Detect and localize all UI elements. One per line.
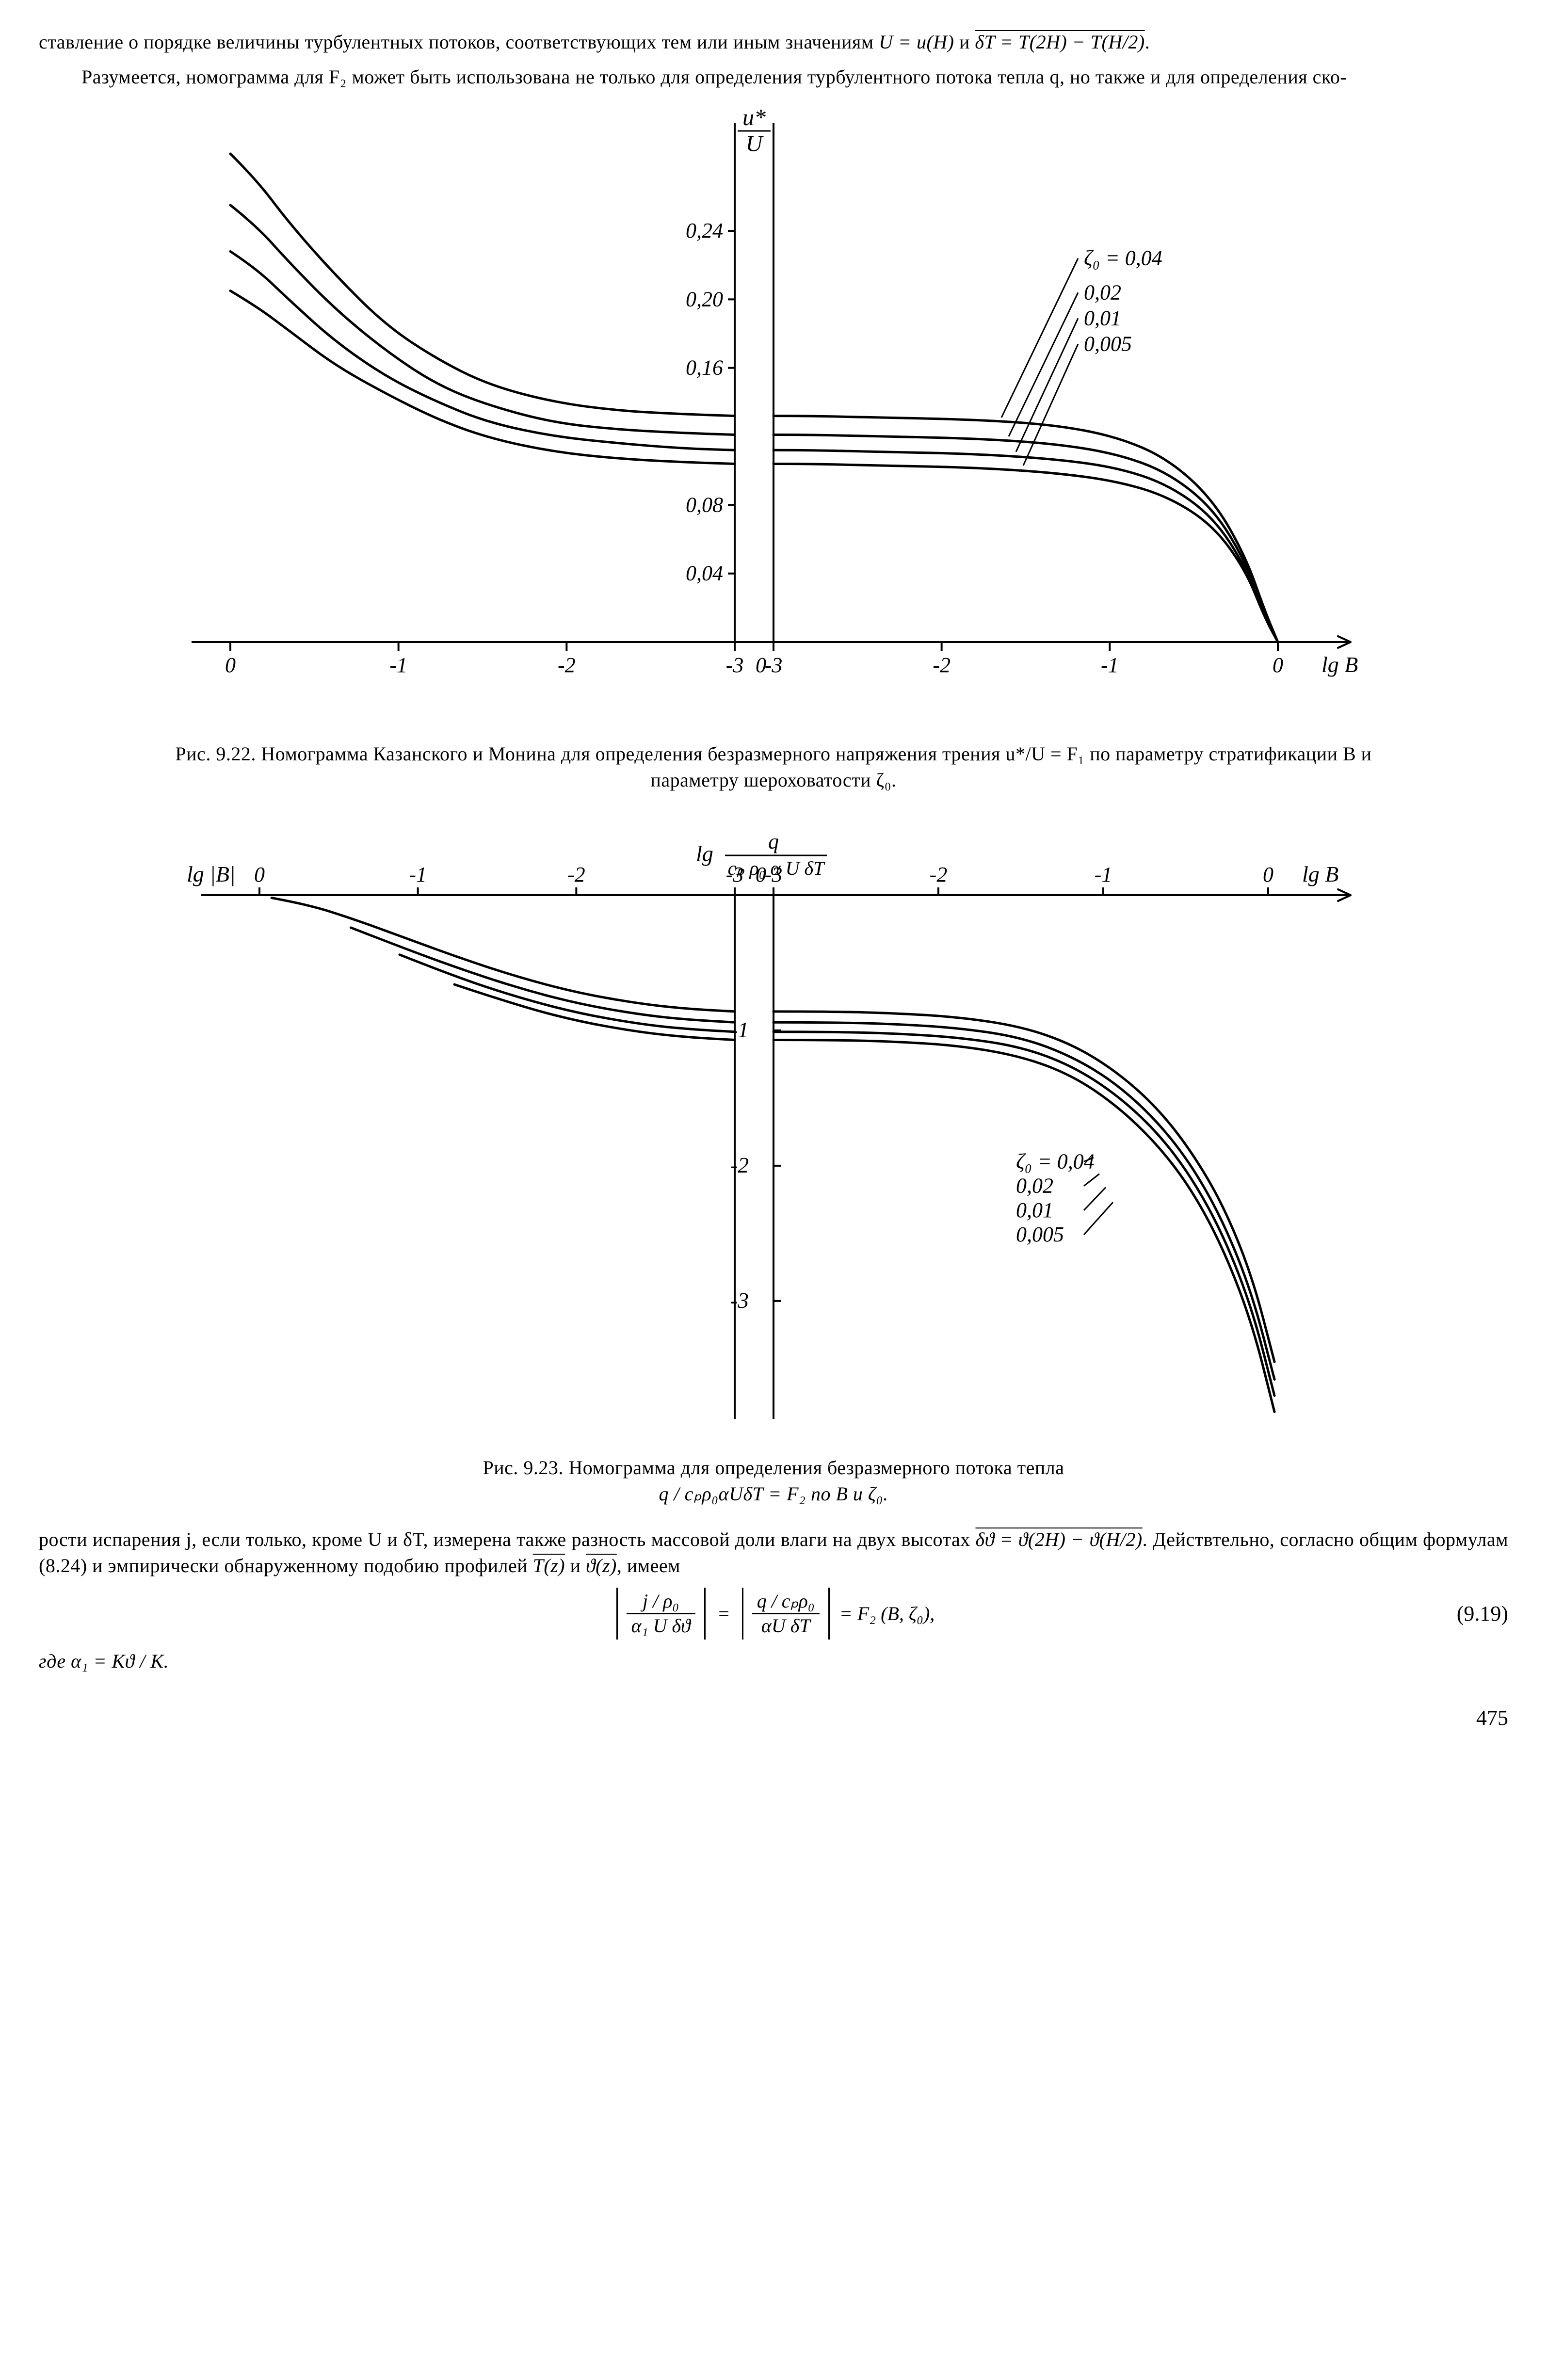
inline-eq-2: δT = T(2H) − T(H/2) [975,31,1144,53]
text: q / cₚρ₀αUδT = F₂ по B и ζ₀. [659,1483,888,1505]
text: ставление о порядке величины турбулентны… [39,31,879,53]
svg-text:0,01: 0,01 [1084,306,1121,330]
svg-text:0: 0 [1273,653,1283,677]
page-number: 475 [39,1704,1508,1732]
abs-1: j / ρ₀ α₁ U δϑ [612,1588,709,1640]
svg-text:-2: -2 [730,1153,749,1177]
equation-9-19: j / ρ₀ α₁ U δϑ = q / cₚρ₀ αU δT = F₂ (B,… [39,1588,1508,1640]
paragraph-3: рости испарения j, если только, кроме U … [39,1527,1508,1579]
figure-9-23: -1-2-3lgqcₚ ρ₀ α U δT0-1-2-3lg |B|0-3-2-… [39,813,1508,1440]
svg-text:-3: -3 [730,1288,749,1313]
svg-text:-2: -2 [558,653,576,677]
text: и [954,31,975,53]
svg-text:lg: lg [696,841,713,866]
eq-number: (9.19) [1457,1599,1508,1628]
paragraph-1: ставление о порядке величины турбулентны… [39,29,1508,55]
svg-text:-1: -1 [389,653,407,677]
svg-text:u*: u* [742,105,766,130]
svg-text:lg B: lg B [1302,862,1338,886]
text: и [565,1555,586,1576]
svg-text:0,02: 0,02 [1016,1174,1053,1198]
nomogram-923-svg: -1-2-3lgqcₚ ρ₀ α U δT0-1-2-3lg |B|0-3-2-… [143,813,1404,1433]
caption-9-22: Рис. 9.22. Номограмма Казанского и Монин… [143,741,1404,793]
text: , имеем [617,1555,680,1576]
inline-eq-1: U = u(H) [879,31,954,53]
svg-text:ζ₀ = 0,04: ζ₀ = 0,04 [1084,246,1162,270]
svg-text:q: q [768,830,779,853]
svg-text:0,16: 0,16 [686,356,723,380]
svg-text:-1: -1 [1095,863,1112,886]
text: Рис. 9.23. Номограмма для определения бе… [483,1457,1064,1479]
eq-f2-den: αU δT [752,1614,820,1636]
svg-text:-3: -3 [765,653,783,677]
svg-text:0,01: 0,01 [1016,1198,1053,1222]
svg-text:ζ₀ = 0,04: ζ₀ = 0,04 [1016,1149,1095,1173]
eq-eq1: = [709,1601,738,1627]
svg-text:-2: -2 [933,653,951,677]
svg-text:-3: -3 [765,863,783,886]
svg-text:-3: -3 [726,653,744,677]
abs-2: q / cₚρ₀ αU δT [738,1588,834,1640]
svg-text:0: 0 [1263,863,1273,886]
where-line: где α₁ = Kϑ / K. [39,1648,1508,1674]
svg-text:0: 0 [225,653,236,677]
svg-text:U: U [746,131,764,157]
eq-f1-den: α₁ U δϑ [627,1614,695,1636]
svg-text:0,24: 0,24 [686,219,723,242]
svg-text:-2: -2 [567,863,585,886]
svg-text:-3: -3 [726,863,744,886]
svg-text:0,005: 0,005 [1016,1222,1064,1246]
svg-text:0: 0 [254,863,265,886]
inline-T: T(z) [533,1555,565,1576]
svg-text:0,04: 0,04 [686,562,723,585]
text: рости испарения j, если только, кроме U … [39,1528,975,1550]
svg-text:-1: -1 [1101,653,1119,677]
svg-text:lg |B|: lg |B| [187,862,236,886]
svg-text:0,02: 0,02 [1084,280,1121,304]
svg-text:0,005: 0,005 [1084,332,1132,355]
svg-text:-2: -2 [930,863,948,886]
svg-text:0,20: 0,20 [686,287,723,311]
text: . [1145,31,1150,53]
eq-rhs: = F₂ (B, ζ₀), [834,1601,935,1627]
svg-text:-1: -1 [409,863,427,886]
eq-f1-num: j / ρ₀ [627,1592,695,1614]
svg-text:lg B: lg B [1321,652,1358,677]
svg-text:0,08: 0,08 [686,493,723,516]
eq-f2-num: q / cₚρ₀ [752,1592,820,1614]
inline-eq-3: δϑ = ϑ(2H) − ϑ(H/2) [975,1528,1142,1550]
caption-9-23: Рис. 9.23. Номограмма для определения бе… [143,1455,1404,1507]
figure-9-22: 0,240,200,160,080,04u*U0-1-2-30-3-2-10lg… [39,99,1508,726]
paragraph-2: Разумеется, номограмма для F₂ может быть… [39,64,1508,90]
nomogram-922-svg: 0,240,200,160,080,04u*U0-1-2-30-3-2-10lg… [143,99,1404,720]
inline-theta: ϑ(z) [586,1555,617,1576]
